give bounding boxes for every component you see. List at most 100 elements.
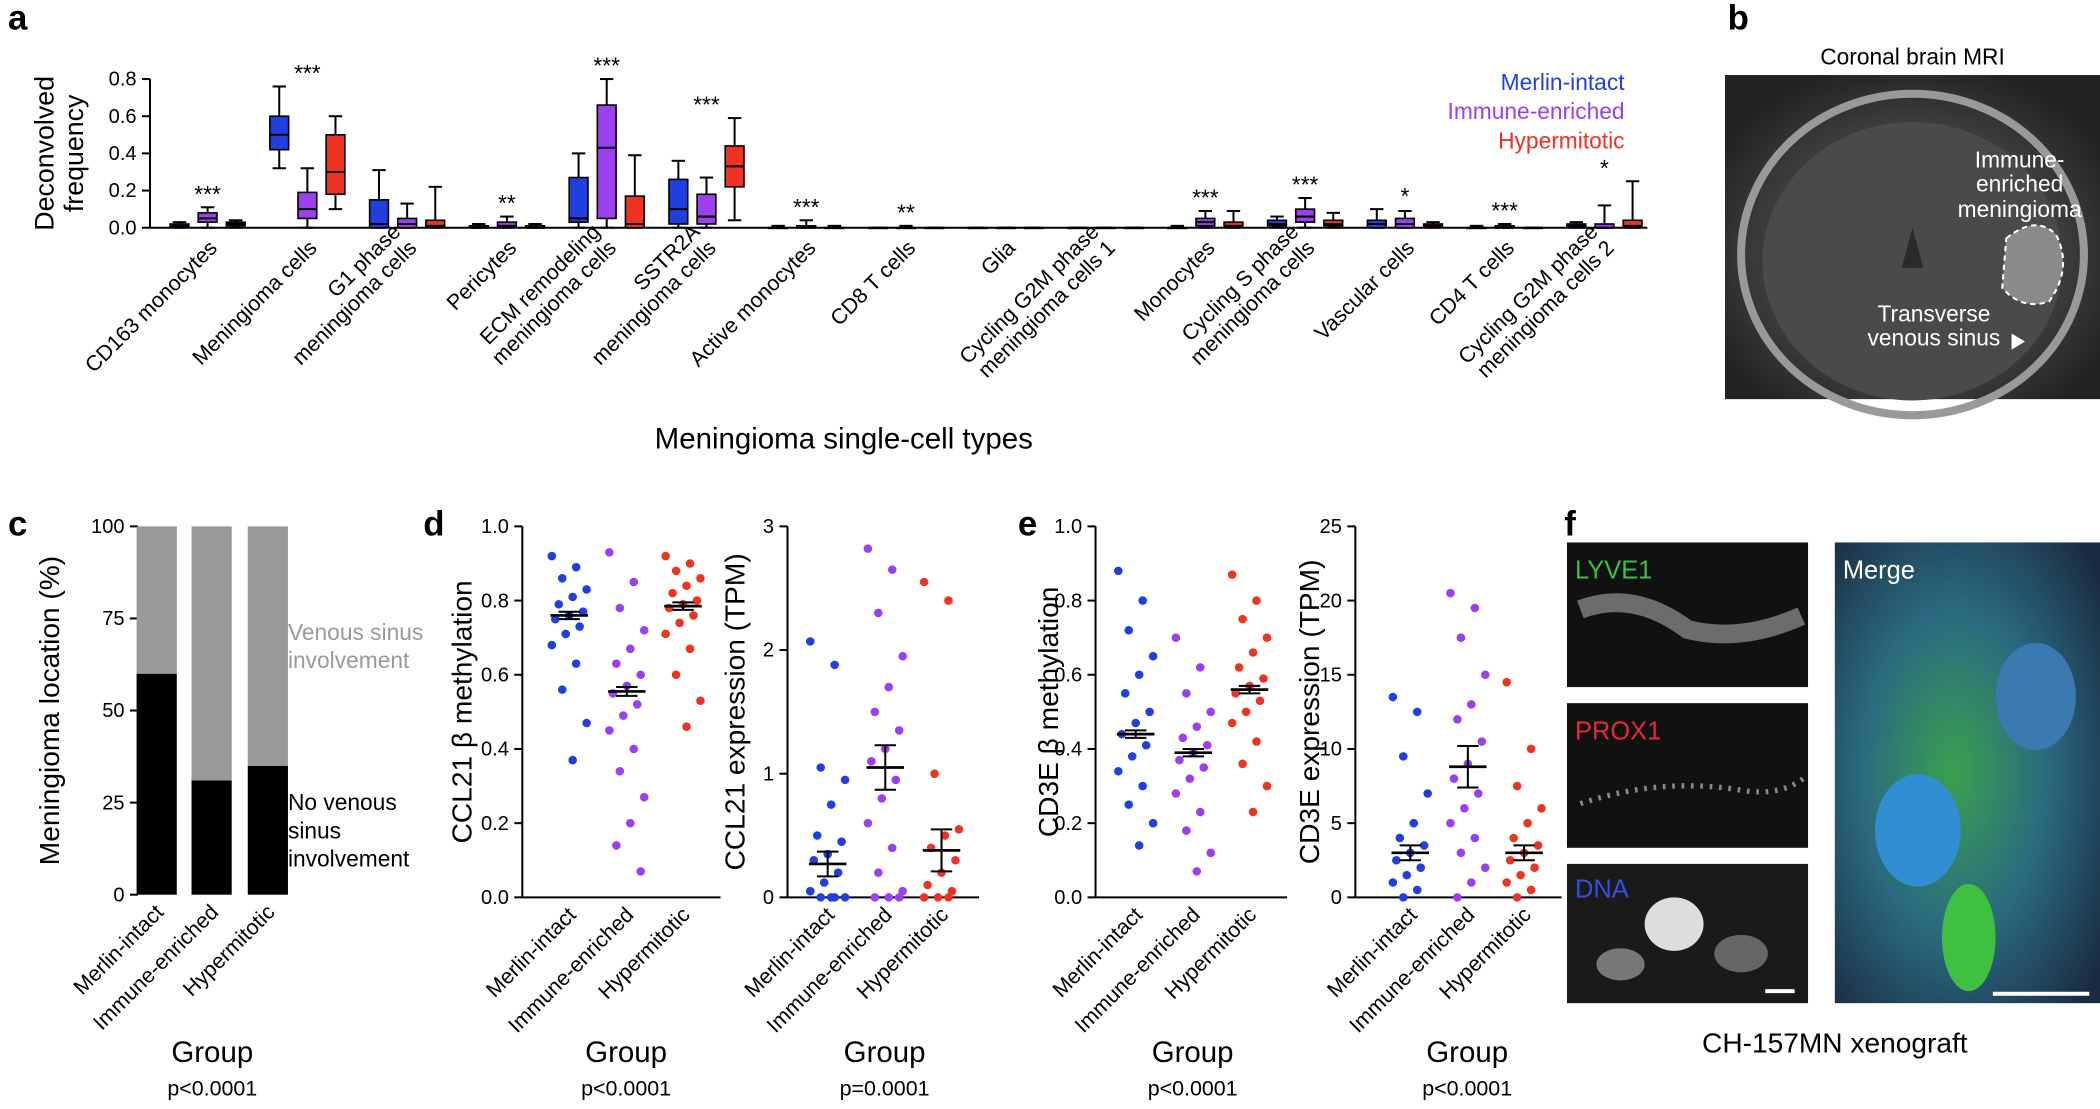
x-axis-label: Group (585, 1036, 667, 1069)
legend-entry: Venous sinus (288, 619, 423, 645)
p-value: p<0.0001 (1148, 1077, 1238, 1101)
y-tick-label: 0.4 (109, 143, 137, 165)
channel-label: PROX1 (1575, 717, 1661, 745)
y-axis-label: CD3E β methylation (1033, 587, 1064, 838)
data-point (1120, 689, 1130, 698)
data-point (615, 603, 625, 613)
legend-entry: involvement (288, 845, 410, 871)
data-point (1255, 696, 1265, 706)
channel-label: LYVE1 (1575, 557, 1652, 585)
data-point (898, 651, 907, 661)
data-point (1470, 603, 1480, 613)
data-point (605, 726, 614, 735)
legend-entry: sinus (288, 817, 341, 843)
data-point (1145, 707, 1154, 717)
legend-entry: Hypermitotic (1498, 128, 1624, 154)
box (668, 178, 689, 225)
data-point (639, 625, 649, 635)
significance: *** (294, 60, 321, 86)
y-tick-label: 0.4 (1054, 739, 1082, 761)
data-point (575, 622, 584, 631)
data-point (1171, 789, 1181, 798)
data-point (1114, 566, 1123, 576)
data-point (816, 763, 825, 772)
data-point (671, 670, 681, 680)
data-point (840, 775, 850, 785)
data-point (557, 685, 567, 694)
data-point (894, 893, 904, 902)
data-point (877, 794, 887, 803)
data-point (1453, 714, 1462, 724)
data-point (661, 629, 670, 639)
significance: *** (693, 92, 720, 118)
data-point (1262, 633, 1272, 642)
data-point (863, 818, 873, 828)
y-tick-label: 0.8 (481, 590, 509, 612)
data-point (923, 880, 932, 890)
data-point (951, 855, 960, 865)
data-point (1388, 692, 1398, 702)
mri-image (1725, 75, 2100, 420)
y-tick-label: 50 (102, 700, 124, 722)
data-point (629, 577, 639, 587)
box (425, 219, 446, 229)
data-point (826, 893, 836, 902)
data-point (1262, 781, 1272, 791)
bar-segment (136, 673, 177, 895)
data-point (1182, 689, 1191, 698)
data-point (1227, 570, 1237, 579)
data-point (1259, 674, 1268, 683)
y-axis-label: Meningioma location (%) (34, 556, 65, 865)
data-point (1505, 855, 1515, 865)
significance: *** (1292, 172, 1319, 198)
x-tick-label: Cycling G2M phase (955, 220, 1104, 369)
data-point (571, 659, 581, 668)
y-axis-label: frequency (59, 94, 89, 212)
data-point (661, 551, 670, 561)
y-tick-label: 0 (1331, 887, 1342, 909)
y-tick-label: 25 (1320, 516, 1342, 538)
data-point (1395, 833, 1405, 843)
data-point (696, 696, 705, 706)
y-tick-label: 20 (1320, 590, 1342, 612)
legend-entry: Merlin-intact (1501, 69, 1626, 95)
data-point (1234, 663, 1244, 672)
data-point (1470, 833, 1480, 843)
data-point (1195, 663, 1205, 672)
data-point (816, 893, 825, 902)
y-tick-label: 0.4 (481, 739, 509, 761)
box (568, 176, 589, 223)
panel-letter: b (1728, 0, 1749, 38)
data-point (1412, 707, 1422, 717)
data-point (1449, 774, 1459, 783)
data-point (1252, 596, 1261, 605)
data-point (689, 611, 698, 620)
data-point (629, 744, 639, 754)
y-tick-label: 0.2 (481, 813, 509, 835)
p-value: p<0.0001 (167, 1077, 257, 1101)
image-caption: CH-157MN xenograft (1702, 1028, 1968, 1059)
data-point (1138, 596, 1147, 605)
data-point (1131, 718, 1140, 728)
data-point (615, 766, 625, 776)
data-point (887, 565, 897, 574)
data-point (1206, 707, 1215, 717)
data-point (625, 818, 635, 828)
data-point (1134, 670, 1144, 680)
y-tick-label: 2 (763, 640, 774, 662)
data-point (867, 757, 876, 766)
data-point (571, 562, 581, 572)
data-point (625, 644, 635, 654)
data-point (1460, 804, 1469, 813)
data-point (1175, 755, 1184, 765)
data-point (1526, 885, 1536, 895)
data-point (1537, 804, 1546, 813)
data-point (1148, 651, 1158, 661)
data-point (1512, 781, 1522, 791)
y-axis-label: Deconvolved (30, 76, 60, 231)
y-tick-label: 1.0 (481, 516, 509, 538)
data-point (1252, 737, 1261, 746)
significance: *** (793, 194, 820, 220)
x-tick-label: CD8 T cells (826, 236, 921, 331)
